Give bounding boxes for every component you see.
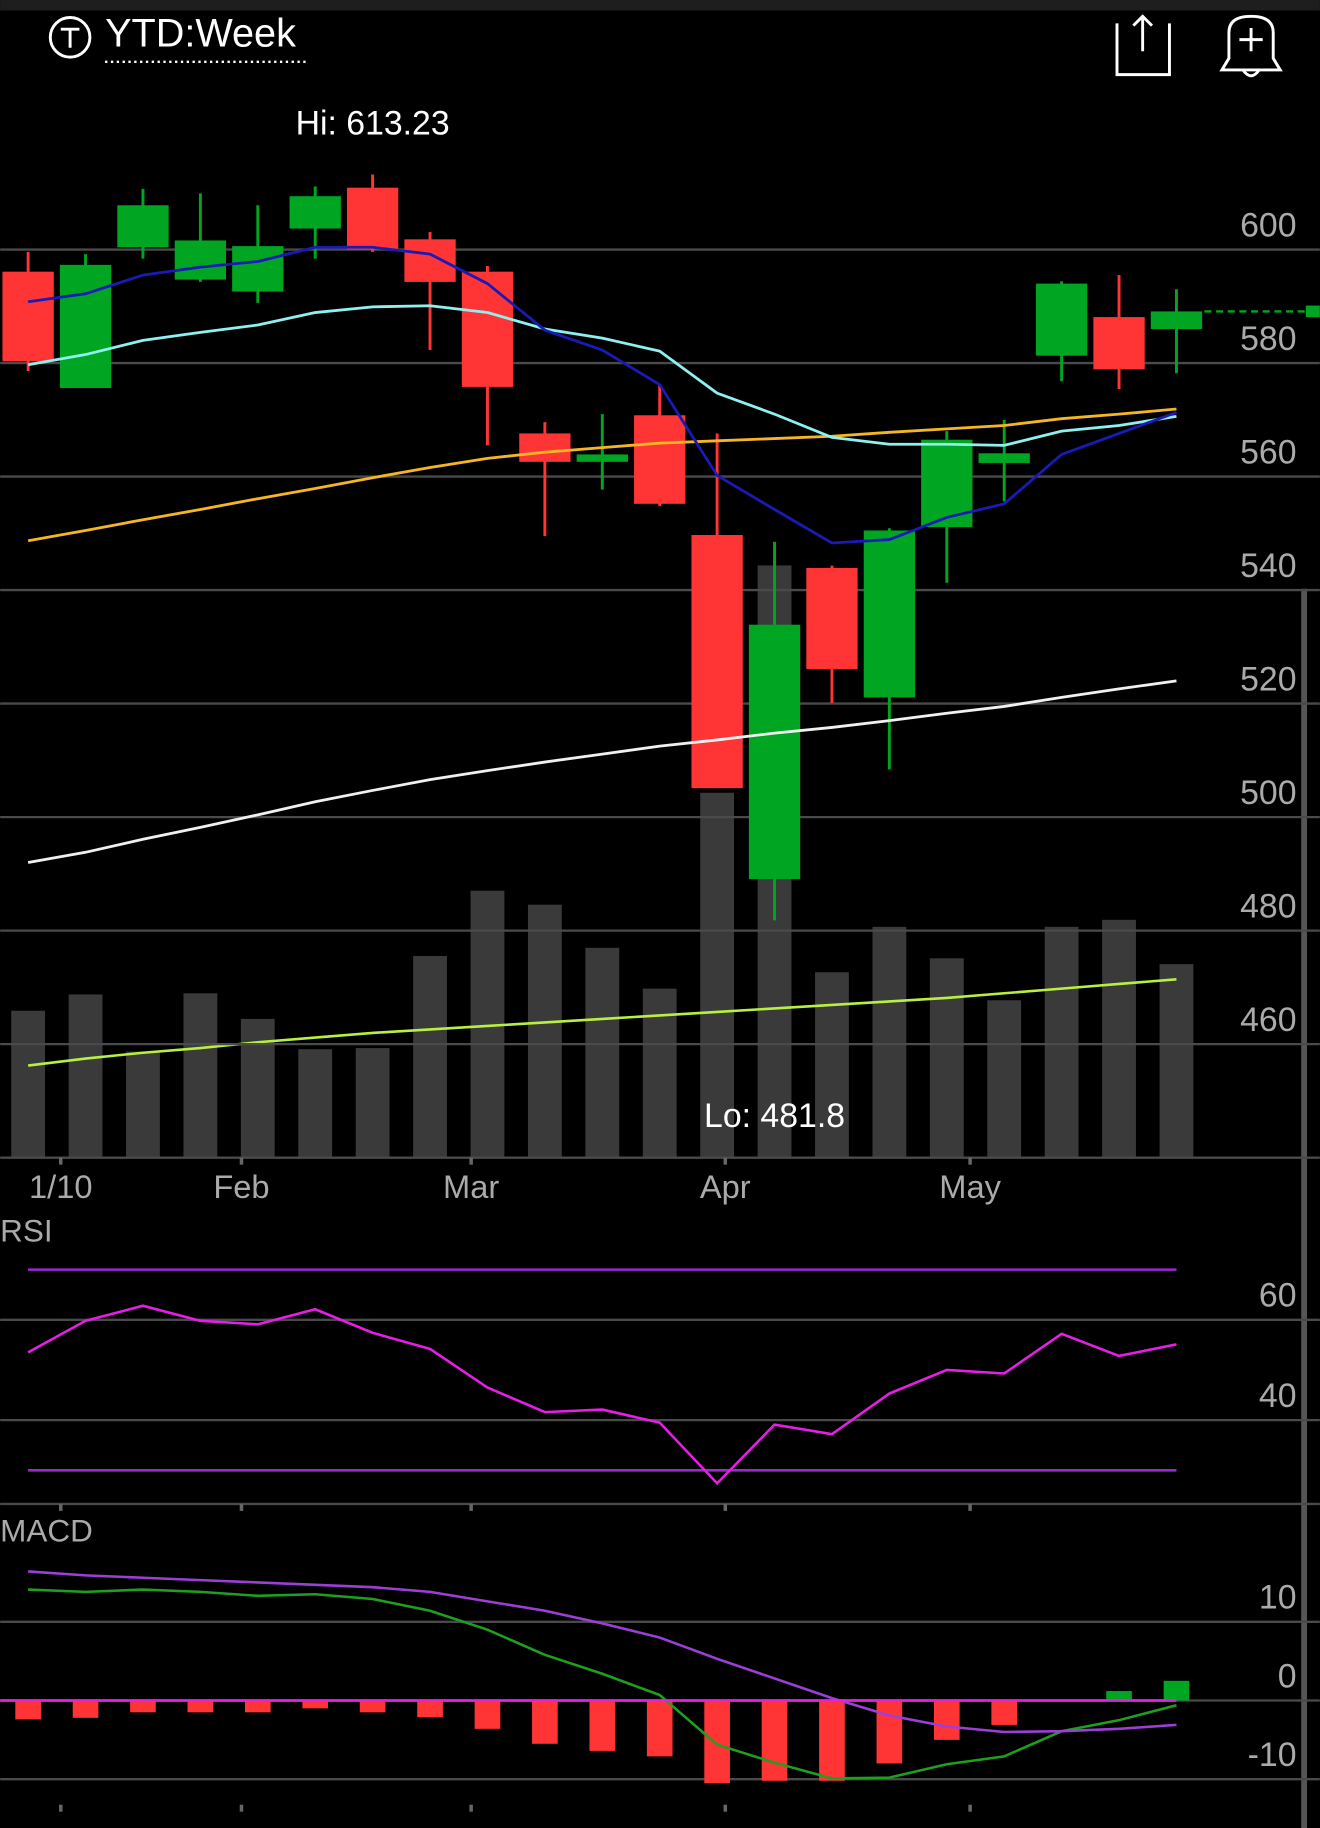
- y-tick-label: 520: [1240, 660, 1296, 698]
- rsi-title: RSI: [0, 1214, 52, 1249]
- histogram-bar: [359, 1700, 386, 1713]
- histogram-bar: [1163, 1680, 1190, 1701]
- share-icon[interactable]: [1115, 14, 1171, 77]
- histogram-bar: [933, 1700, 960, 1740]
- volume-bar: [527, 904, 562, 1158]
- histogram-bar: [991, 1700, 1018, 1725]
- y-tick-label: 460: [1240, 1001, 1296, 1039]
- y-tick-label: 480: [1240, 887, 1296, 925]
- volume-bar: [68, 994, 103, 1158]
- high-annotation: Hi: 613.23: [296, 104, 450, 142]
- volume-bar: [240, 1018, 275, 1158]
- x-tick-label: Feb: [213, 1168, 269, 1205]
- histogram-bar: [417, 1700, 443, 1718]
- volume-bar: [929, 958, 964, 1158]
- candle-body: [1150, 311, 1203, 330]
- y-tick-label: 540: [1240, 547, 1296, 585]
- volume-bar: [183, 993, 218, 1158]
- moving-average-line: [27, 679, 1177, 864]
- candle-body: [576, 454, 628, 462]
- macd-line: [28, 1570, 1177, 1734]
- candle-body: [863, 530, 916, 698]
- candle-body: [1093, 317, 1145, 370]
- moving-average-line: [27, 407, 1177, 543]
- histogram-bar: [876, 1700, 903, 1764]
- period-selector[interactable]: YTD:Week: [105, 12, 296, 56]
- low-annotation: Lo: 481.8: [704, 1097, 845, 1135]
- x-tick-label: Mar: [443, 1168, 499, 1205]
- y-tick-label: 560: [1240, 433, 1296, 471]
- volume-bar: [872, 926, 907, 1158]
- volume-bar: [126, 1051, 160, 1158]
- moving-average-line: [27, 304, 1177, 447]
- candle-body: [461, 271, 514, 387]
- histogram-bar: [15, 1700, 41, 1720]
- volume-bar: [11, 1010, 46, 1158]
- histogram-bar: [187, 1700, 214, 1713]
- candle-body: [634, 415, 686, 504]
- y-tick-label: 600: [1240, 206, 1296, 244]
- candle-body: [346, 187, 399, 250]
- candle-body: [691, 535, 743, 789]
- candle-body: [2, 271, 54, 362]
- volume-bar: [1102, 919, 1136, 1158]
- volume-bar: [700, 792, 735, 1158]
- y-tick-label: 0: [1278, 1657, 1297, 1695]
- volume-average-line: [27, 978, 1177, 1067]
- macd-title: MACD: [0, 1513, 93, 1548]
- histogram-bar: [589, 1700, 616, 1751]
- y-tick-label: 60: [1259, 1277, 1297, 1315]
- candle-body: [978, 453, 1030, 463]
- candle-body: [806, 567, 858, 669]
- y-tick-label: 500: [1240, 774, 1296, 812]
- candle-body: [748, 624, 801, 879]
- y-tick-label: -10: [1248, 1736, 1297, 1774]
- histogram-bar: [474, 1700, 501, 1729]
- histogram-bar: [130, 1700, 156, 1713]
- macd-line: [28, 1588, 1177, 1780]
- volume-bar: [987, 1000, 1022, 1158]
- histogram-bar: [819, 1700, 845, 1781]
- alert-icon[interactable]: [1219, 14, 1283, 78]
- rsi-line: [27, 1304, 1177, 1486]
- histogram-bar: [244, 1700, 271, 1713]
- y-tick-label: 10: [1259, 1579, 1297, 1617]
- candle-body: [174, 240, 227, 280]
- histogram-bar: [761, 1700, 788, 1781]
- histogram-bar: [704, 1700, 730, 1784]
- candle-body: [232, 246, 284, 292]
- histogram-bar: [532, 1700, 558, 1744]
- volume-bar: [1044, 926, 1079, 1158]
- status-strip: [0, 0, 1320, 11]
- y-tick-label: 40: [1259, 1377, 1297, 1415]
- volume-bar: [1159, 964, 1194, 1158]
- ticker-icon-glyph: [60, 27, 80, 48]
- x-tick-label: Apr: [700, 1168, 751, 1205]
- moving-average-line: [27, 245, 1177, 545]
- candle-body: [519, 433, 571, 462]
- last-price-marker: [1305, 305, 1320, 318]
- volume-bar: [355, 1048, 390, 1158]
- x-tick-label: May: [939, 1168, 1001, 1205]
- histogram-bar: [72, 1700, 99, 1718]
- histogram-bar: [302, 1700, 329, 1709]
- candle-body: [59, 264, 112, 389]
- scrollbar[interactable]: [1301, 588, 1308, 1828]
- x-tick-label: 1/10: [29, 1168, 93, 1205]
- histogram-bar: [646, 1700, 673, 1757]
- candle-body: [1035, 283, 1088, 356]
- volume-bar: [298, 1049, 333, 1158]
- volume-bar: [585, 947, 620, 1158]
- candle-body: [404, 239, 456, 282]
- ticker-icon[interactable]: [48, 16, 92, 59]
- volume-bar: [413, 955, 447, 1158]
- histogram-bar: [1106, 1691, 1132, 1701]
- y-tick-label: 580: [1240, 320, 1296, 358]
- candle-body: [289, 196, 341, 229]
- candle-body: [117, 205, 169, 248]
